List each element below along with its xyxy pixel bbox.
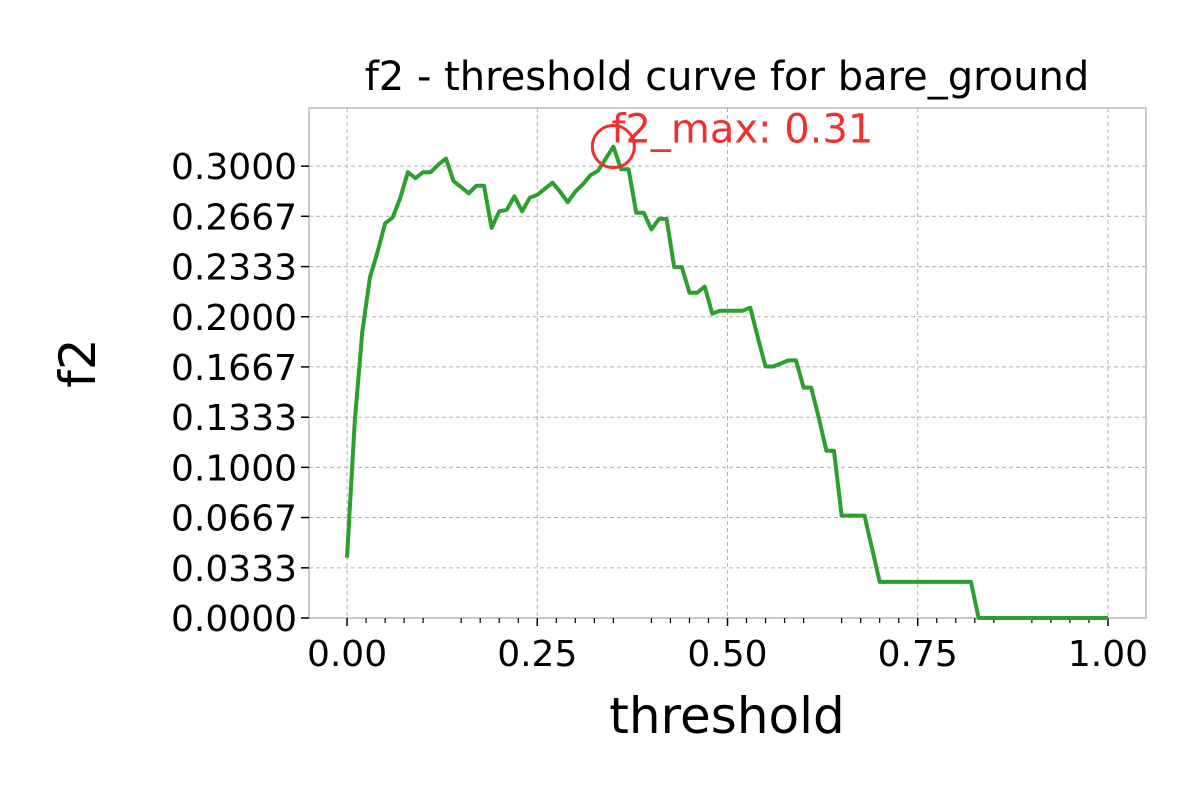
x-tick-label: 0.75 — [878, 634, 958, 675]
chart-title: f2 - threshold curve for bare_ground — [365, 54, 1090, 100]
x-ticks: 0.00 0.25 0.50 0.75 1.00 — [307, 618, 1148, 675]
y-tick-label: 0.1333 — [171, 398, 297, 439]
x-tick-label: 0.00 — [307, 634, 387, 675]
x-tick-label: 0.50 — [687, 634, 767, 675]
y-tick-label: 0.0000 — [171, 599, 297, 640]
y-tick-label: 0.2667 — [171, 197, 297, 238]
y-tick-label: 0.2000 — [171, 298, 297, 339]
max-marker — [590, 124, 636, 170]
x-axis-title: threshold — [609, 687, 844, 745]
y-axis-title: f2 — [49, 338, 107, 387]
x-tick-label: 0.25 — [497, 634, 577, 675]
y-tick-label: 0.2333 — [171, 248, 297, 289]
series-line — [345, 144, 1108, 620]
y-tick-label: 0.3000 — [171, 147, 297, 188]
y-tick-label: 0.1667 — [171, 348, 297, 389]
y-tick-label: 0.0333 — [171, 549, 297, 590]
max-annotation: f2_max: 0.31 — [611, 107, 873, 153]
y-tick-label: 0.0667 — [171, 499, 297, 540]
y-tick-label: 0.1000 — [171, 448, 297, 489]
y-ticks: 0.0000 0.0333 0.0667 0.1000 0.1333 0.1667 0.20… — [171, 147, 309, 640]
x-tick-label: 1.00 — [1068, 634, 1148, 675]
